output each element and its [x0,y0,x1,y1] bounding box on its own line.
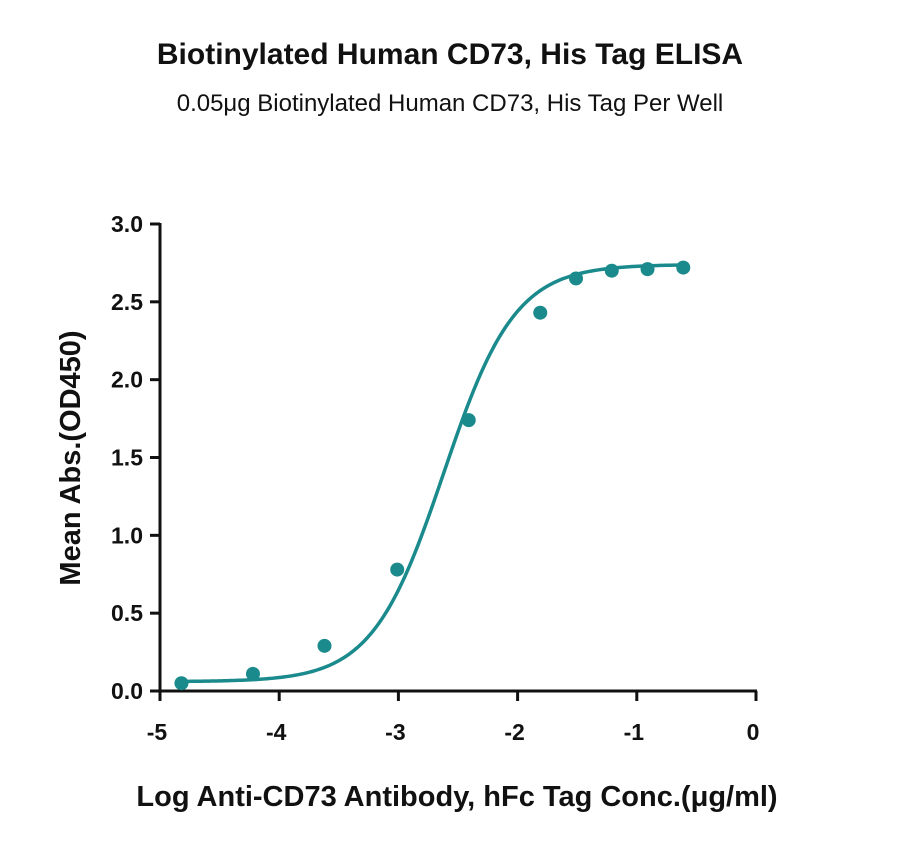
data-point [533,305,548,320]
x-tick-label: -4 [266,719,287,745]
axes: 0.0 0.5 1.0 1.5 2.0 2.5 3.0 -5 -4 -3 -2 -1 0 [111,211,759,745]
y-tick-label: 0.5 [111,600,143,626]
y-tick-label: 2.5 [111,289,143,315]
x-tick-label: -5 [147,719,168,745]
x-tick-label: -2 [504,719,524,745]
x-tick-label: 0 [747,719,760,745]
y-tick-label: 2.0 [111,367,143,393]
data-point [174,676,189,691]
data-points-layer [174,260,691,691]
y-tick-label: 0.0 [111,678,143,704]
data-point [461,413,476,428]
x-tick-label: -3 [385,719,405,745]
y-axis-title: Mean Abs.(OD450) [55,330,87,585]
data-point [604,263,619,278]
fit-curve-layer [179,263,686,684]
x-tick-label: -1 [624,719,645,745]
chart-title: Biotinylated Human CD73, His Tag ELISA [156,38,744,71]
fit-curve [179,263,686,684]
y-tick-label: 1.0 [111,522,143,548]
y-tick-label: 1.5 [111,445,143,471]
data-point [245,666,260,681]
data-point [317,638,332,653]
data-point [640,262,655,277]
data-point [569,271,584,286]
y-tick-label: 3.0 [111,211,143,237]
data-point [390,562,405,577]
data-point [676,260,691,275]
x-axis-title: Log Anti-CD73 Antibody, hFc Tag Conc.(μg… [136,781,777,813]
chart-subtitle: 0.05μg Biotinylated Human CD73, His Tag … [176,90,724,117]
